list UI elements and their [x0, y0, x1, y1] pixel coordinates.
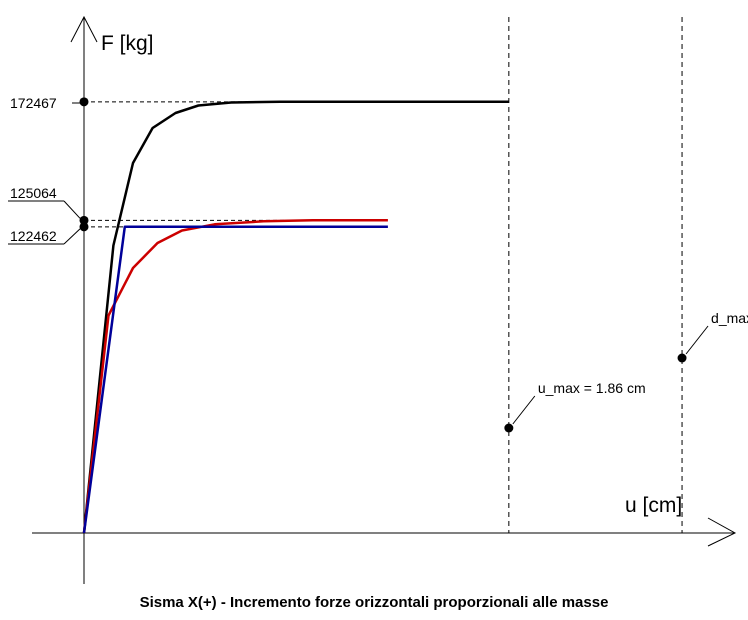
force-marker-point: [79, 97, 89, 107]
force-marker-point: [79, 215, 89, 225]
displacement-marker-point: [677, 353, 687, 363]
displacement-leader: [512, 395, 536, 425]
series-line: [82, 100, 509, 534]
series-line: [82, 225, 388, 534]
force-marker-leader: [63, 228, 81, 245]
y-axis-arrow: [70, 15, 98, 43]
y-axis-label: F [kg]: [101, 32, 154, 55]
force-marker-label: 125064: [10, 185, 57, 201]
marker-group: 172467 125064 122462 u_max = 1.86 cm d_max =…: [8, 95, 748, 433]
axes: [32, 15, 737, 584]
guide-lines: [84, 17, 683, 533]
force-marker-leader: [63, 200, 81, 219]
series-line: [82, 219, 388, 534]
displacement-marker-point: [504, 423, 514, 433]
chart-title: Sisma X(+) - Incremento forze orizzontal…: [139, 594, 609, 611]
x-axis-label: u [cm]: [625, 494, 682, 517]
series-group: [82, 100, 509, 534]
force-marker-label: 122462: [10, 228, 57, 244]
displacement-leader: [685, 325, 709, 355]
displacement-label: u_max = 1.86 cm: [538, 380, 646, 396]
force-marker-label: 172467: [10, 95, 57, 111]
force-marker-point: [79, 222, 89, 232]
x-axis-arrow: [707, 517, 737, 547]
displacement-label: d_max = 2.62 cm: [711, 310, 748, 326]
